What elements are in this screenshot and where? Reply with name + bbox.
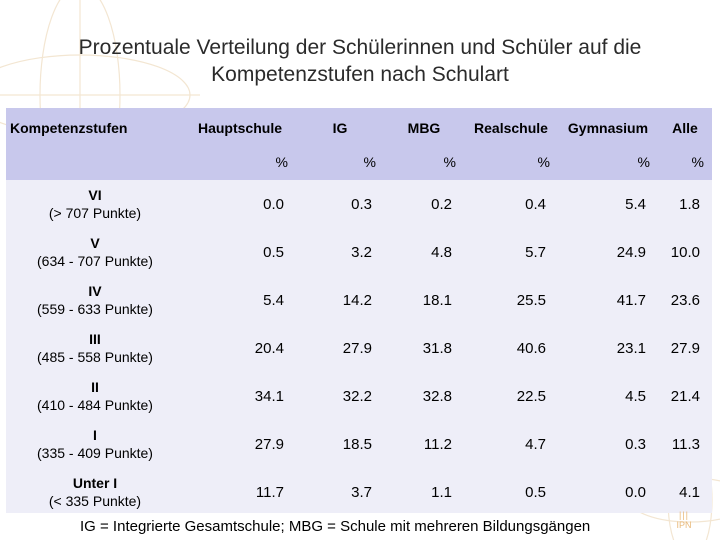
table-row: III (485 - 558 Punkte) 20.4 27.9 31.8 40.… <box>6 324 712 372</box>
value-cell: 23.1 <box>616 339 646 357</box>
column-header: Kompetenzstufen <box>6 108 184 148</box>
value-cell: 0.5 <box>263 243 284 261</box>
value-cell: 0.2 <box>431 195 452 213</box>
level-range: (410 - 484 Punkte) <box>37 397 153 413</box>
column-header: IG <box>296 108 384 148</box>
level-cell: Unter I (< 335 Punkte) <box>6 468 184 516</box>
table-row: VI (> 707 Punkte) 0.0 0.3 0.2 0.4 5.4 1.8 <box>6 180 712 228</box>
unit-spacer <box>6 148 184 180</box>
level-label: IV <box>88 283 102 299</box>
unit-label: % <box>384 148 464 180</box>
title-line-1: Prozentuale Verteilung der Schülerinnen … <box>78 36 642 59</box>
logo-text: IPN <box>676 520 692 530</box>
slide-title: Prozentuale Verteilung der Schülerinnen … <box>0 34 720 88</box>
level-range: (634 - 707 Punkte) <box>37 253 153 269</box>
unit-label: % <box>184 148 296 180</box>
value-cell: 10.0 <box>670 243 700 261</box>
value-cell: 11.2 <box>423 435 452 453</box>
level-cell: IV (559 - 633 Punkte) <box>6 276 184 324</box>
footnote: IG = Integrierte Gesamtschule; MBG = Sch… <box>80 518 591 535</box>
value-cell: 18.1 <box>422 291 452 309</box>
column-header: Alle <box>658 108 712 148</box>
table-row: Unter I (< 335 Punkte) 11.7 3.7 1.1 0.5 0… <box>6 468 712 516</box>
level-label: II <box>91 379 99 395</box>
value-cell: 32.8 <box>422 387 452 405</box>
unit-label: % <box>296 148 384 180</box>
value-cell: 41.7 <box>616 291 646 309</box>
level-cell: I (335 - 409 Punkte) <box>6 420 184 468</box>
value-cell: 1.8 <box>679 195 700 213</box>
column-header: Gymnasium <box>558 108 658 148</box>
table-row: II (410 - 484 Punkte) 34.1 32.2 32.8 22.5… <box>6 372 712 420</box>
unit-label: % <box>658 148 712 180</box>
level-label: VI <box>88 187 102 203</box>
value-cell: 4.7 <box>525 435 546 453</box>
value-cell: 5.4 <box>625 195 646 213</box>
ipn-logo: ||| IPN <box>672 510 696 534</box>
level-range: (485 - 558 Punkte) <box>37 349 153 365</box>
value-cell: 3.7 <box>351 483 372 501</box>
column-header: MBG <box>384 108 464 148</box>
level-label: V <box>90 235 100 251</box>
level-cell: VI (> 707 Punkte) <box>6 180 184 228</box>
value-cell: 5.4 <box>263 291 284 309</box>
column-header: Hauptschule <box>184 108 296 148</box>
value-cell: 22.5 <box>516 387 546 405</box>
value-cell: 11.3 <box>671 435 700 453</box>
value-cell: 4.5 <box>625 387 646 405</box>
value-cell: 4.8 <box>431 243 452 261</box>
level-range: (> 707 Punkte) <box>48 205 142 221</box>
distribution-table: Kompetenzstufen Hauptschule IG MBG Reals… <box>6 108 712 516</box>
table-row: IV (559 - 633 Punkte) 5.4 14.2 18.1 25.5 … <box>6 276 712 324</box>
level-label: I <box>93 427 97 443</box>
level-range: (< 335 Punkte) <box>48 493 142 509</box>
distribution-table-container: Kompetenzstufen Hauptschule IG MBG Reals… <box>6 108 712 513</box>
value-cell: 0.3 <box>625 435 646 453</box>
value-cell: 4.1 <box>679 483 700 501</box>
value-cell: 40.6 <box>516 339 546 357</box>
level-cell: V (634 - 707 Punkte) <box>6 228 184 276</box>
unit-row: % % % % % % <box>6 148 712 180</box>
value-cell: 27.9 <box>342 339 372 357</box>
value-cell: 25.5 <box>516 291 546 309</box>
unit-label: % <box>558 148 658 180</box>
value-cell: 0.4 <box>525 195 546 213</box>
value-cell: 23.6 <box>670 291 700 309</box>
value-cell: 0.0 <box>625 483 646 501</box>
unit-label: % <box>464 148 558 180</box>
level-range: (335 - 409 Punkte) <box>37 445 153 461</box>
value-cell: 20.4 <box>254 339 284 357</box>
table-row: I (335 - 409 Punkte) 27.9 18.5 11.2 4.7 0… <box>6 420 712 468</box>
value-cell: 31.8 <box>422 339 452 357</box>
title-line-2: Kompetenzstufen nach Schulart <box>211 63 509 86</box>
value-cell: 18.5 <box>342 435 372 453</box>
level-cell: II (410 - 484 Punkte) <box>6 372 184 420</box>
value-cell: 27.9 <box>670 339 700 357</box>
value-cell: 34.1 <box>254 387 284 405</box>
logo-bars-icon: ||| <box>678 510 689 520</box>
value-cell: 0.5 <box>525 483 546 501</box>
value-cell: 32.2 <box>342 387 372 405</box>
level-label: Unter I <box>72 475 118 491</box>
value-cell: 14.2 <box>342 291 372 309</box>
value-cell: 11.7 <box>255 483 284 501</box>
value-cell: 0.0 <box>263 195 284 213</box>
value-cell: 27.9 <box>254 435 284 453</box>
level-range: (559 - 633 Punkte) <box>37 301 153 317</box>
level-cell: III (485 - 558 Punkte) <box>6 324 184 372</box>
value-cell: 21.4 <box>670 387 700 405</box>
value-cell: 0.3 <box>351 195 372 213</box>
table-row: V (634 - 707 Punkte) 0.5 3.2 4.8 5.7 24.9… <box>6 228 712 276</box>
value-cell: 24.9 <box>616 243 646 261</box>
header-row: Kompetenzstufen Hauptschule IG MBG Reals… <box>6 108 712 148</box>
level-label: III <box>89 331 101 347</box>
value-cell: 1.1 <box>431 483 452 501</box>
value-cell: 5.7 <box>525 243 546 261</box>
column-header: Realschule <box>464 108 558 148</box>
value-cell: 3.2 <box>351 243 372 261</box>
